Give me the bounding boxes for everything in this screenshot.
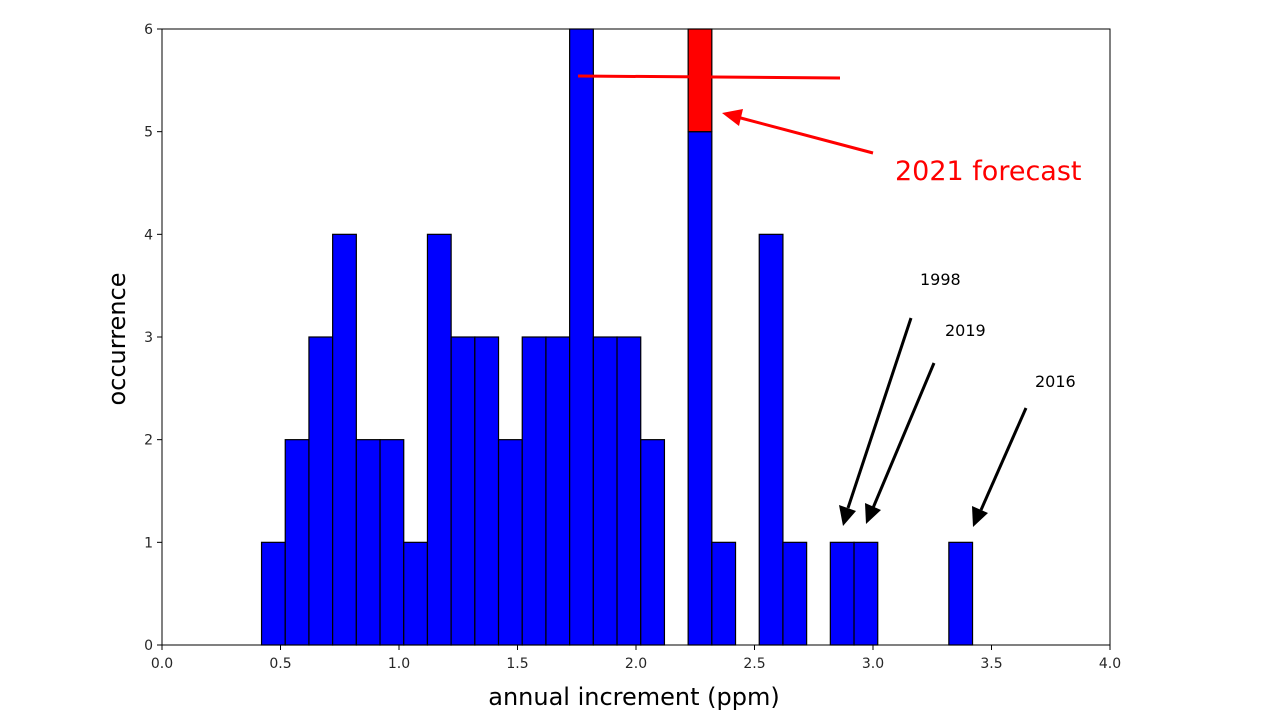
year-label-2019: 2019: [945, 321, 986, 340]
bar-1: [284, 439, 310, 646]
x-tick-label: 0.5: [269, 656, 291, 672]
y-tick-label: 2: [144, 433, 153, 449]
forecast-label: 2021 forecast: [895, 156, 1081, 187]
year-label-2016: 2016: [1035, 372, 1076, 391]
bars-layer: [260, 28, 974, 646]
year-label-1998: 1998: [920, 270, 961, 289]
bar-9: [474, 336, 500, 646]
bar-0: [260, 541, 286, 646]
y-tick-label: 4: [144, 227, 153, 243]
bar-22: [853, 541, 879, 646]
bar-18: [711, 541, 737, 646]
y-axis-ticks: 0 1 2 3 4 5 6: [144, 22, 162, 654]
bar-3: [332, 233, 357, 646]
bar-17: [687, 131, 713, 646]
y-tick-label: 1: [144, 535, 153, 551]
bar-10: [497, 439, 523, 646]
bar-14: [592, 336, 618, 646]
x-axis-title: annual increment (ppm): [488, 683, 780, 711]
bar-7: [426, 233, 452, 646]
bar-15: [616, 336, 642, 646]
bar-8: [450, 336, 476, 646]
bar-16: [640, 439, 666, 646]
bar-19: [758, 233, 784, 646]
x-axis-ticks: 0.0 0.5 1.0 1.5 2.0 2.5 3.0 3.5 4.0: [151, 645, 1121, 672]
arrow-1998-head: [839, 505, 856, 526]
y-tick-label: 6: [144, 22, 153, 38]
forecast-level-line: [577, 74, 841, 80]
bar-5: [379, 439, 405, 646]
x-tick-label: 2.0: [625, 656, 647, 672]
x-tick-label: 2.5: [743, 656, 765, 672]
arrow-2019: [871, 362, 936, 509]
forecast-arrow: [736, 115, 874, 155]
forecast-arrow-head: [722, 109, 743, 126]
bar-21: [829, 541, 855, 646]
arrow-1998: [846, 317, 913, 509]
y-tick-label: 0: [144, 638, 153, 654]
x-tick-label: 1.0: [388, 656, 410, 672]
bar-13: [569, 28, 594, 646]
arrow-2019-head: [865, 503, 881, 524]
y-tick-label: 5: [144, 125, 153, 141]
x-tick-label: 1.5: [506, 656, 528, 672]
x-tick-label: 4.0: [1099, 656, 1121, 672]
x-tick-label: 0.0: [151, 656, 173, 672]
bar-20: [782, 541, 808, 646]
y-axis-title: occurrence: [103, 272, 131, 405]
bar-2: [308, 336, 334, 646]
bar-6: [403, 541, 429, 646]
arrow-2016: [979, 407, 1028, 511]
x-tick-label: 3.5: [980, 656, 1002, 672]
x-tick-label: 3.0: [862, 656, 884, 672]
bar-23: [948, 541, 974, 646]
bar-4: [355, 439, 381, 646]
bar-11: [521, 336, 547, 646]
arrow-2016-head: [972, 506, 988, 527]
y-tick-label: 3: [144, 330, 153, 346]
bar-12: [545, 336, 571, 646]
forecast-bar: [687, 28, 713, 133]
